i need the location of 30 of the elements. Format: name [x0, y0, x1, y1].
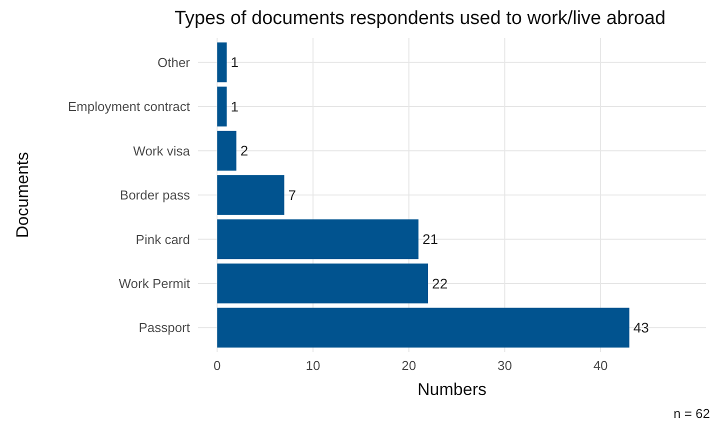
- y-tick-label: Other: [157, 54, 191, 70]
- x-tick-label: 0: [214, 358, 221, 373]
- bar: [217, 175, 284, 215]
- x-tick-label: 10: [306, 358, 320, 373]
- bar: [217, 308, 630, 348]
- data-label: 21: [422, 231, 438, 248]
- y-tick-label: Employment contract: [68, 99, 190, 114]
- bar: [217, 264, 428, 304]
- data-label: 1: [230, 98, 239, 114]
- y-tick-label: Passport: [138, 320, 190, 336]
- y-axis-title: Documents: [13, 152, 32, 238]
- bar: [217, 42, 227, 82]
- x-tick-label: 20: [402, 358, 416, 373]
- data-label: 2: [240, 142, 248, 159]
- x-tick-label: 30: [497, 358, 512, 373]
- y-tick-label: Border pass: [120, 188, 190, 203]
- bar: [217, 219, 418, 260]
- y-tick-label: Pink card: [136, 232, 190, 247]
- text: n = 62: [673, 406, 710, 421]
- data-label: 7: [288, 186, 296, 203]
- x-tick-label: 40: [593, 358, 608, 373]
- y-tick-label: Work visa: [133, 143, 191, 158]
- data-label: 1: [230, 54, 239, 70]
- bar: [217, 130, 236, 171]
- x-axis-title: Numbers: [418, 380, 486, 399]
- bar: [217, 86, 227, 126]
- chart-title: Types of documents respondents used to work/live abroad: [174, 8, 666, 29]
- data-label: 22: [432, 275, 448, 292]
- y-tick-label: Work Permit: [118, 276, 190, 291]
- data-label: 43: [633, 320, 650, 336]
